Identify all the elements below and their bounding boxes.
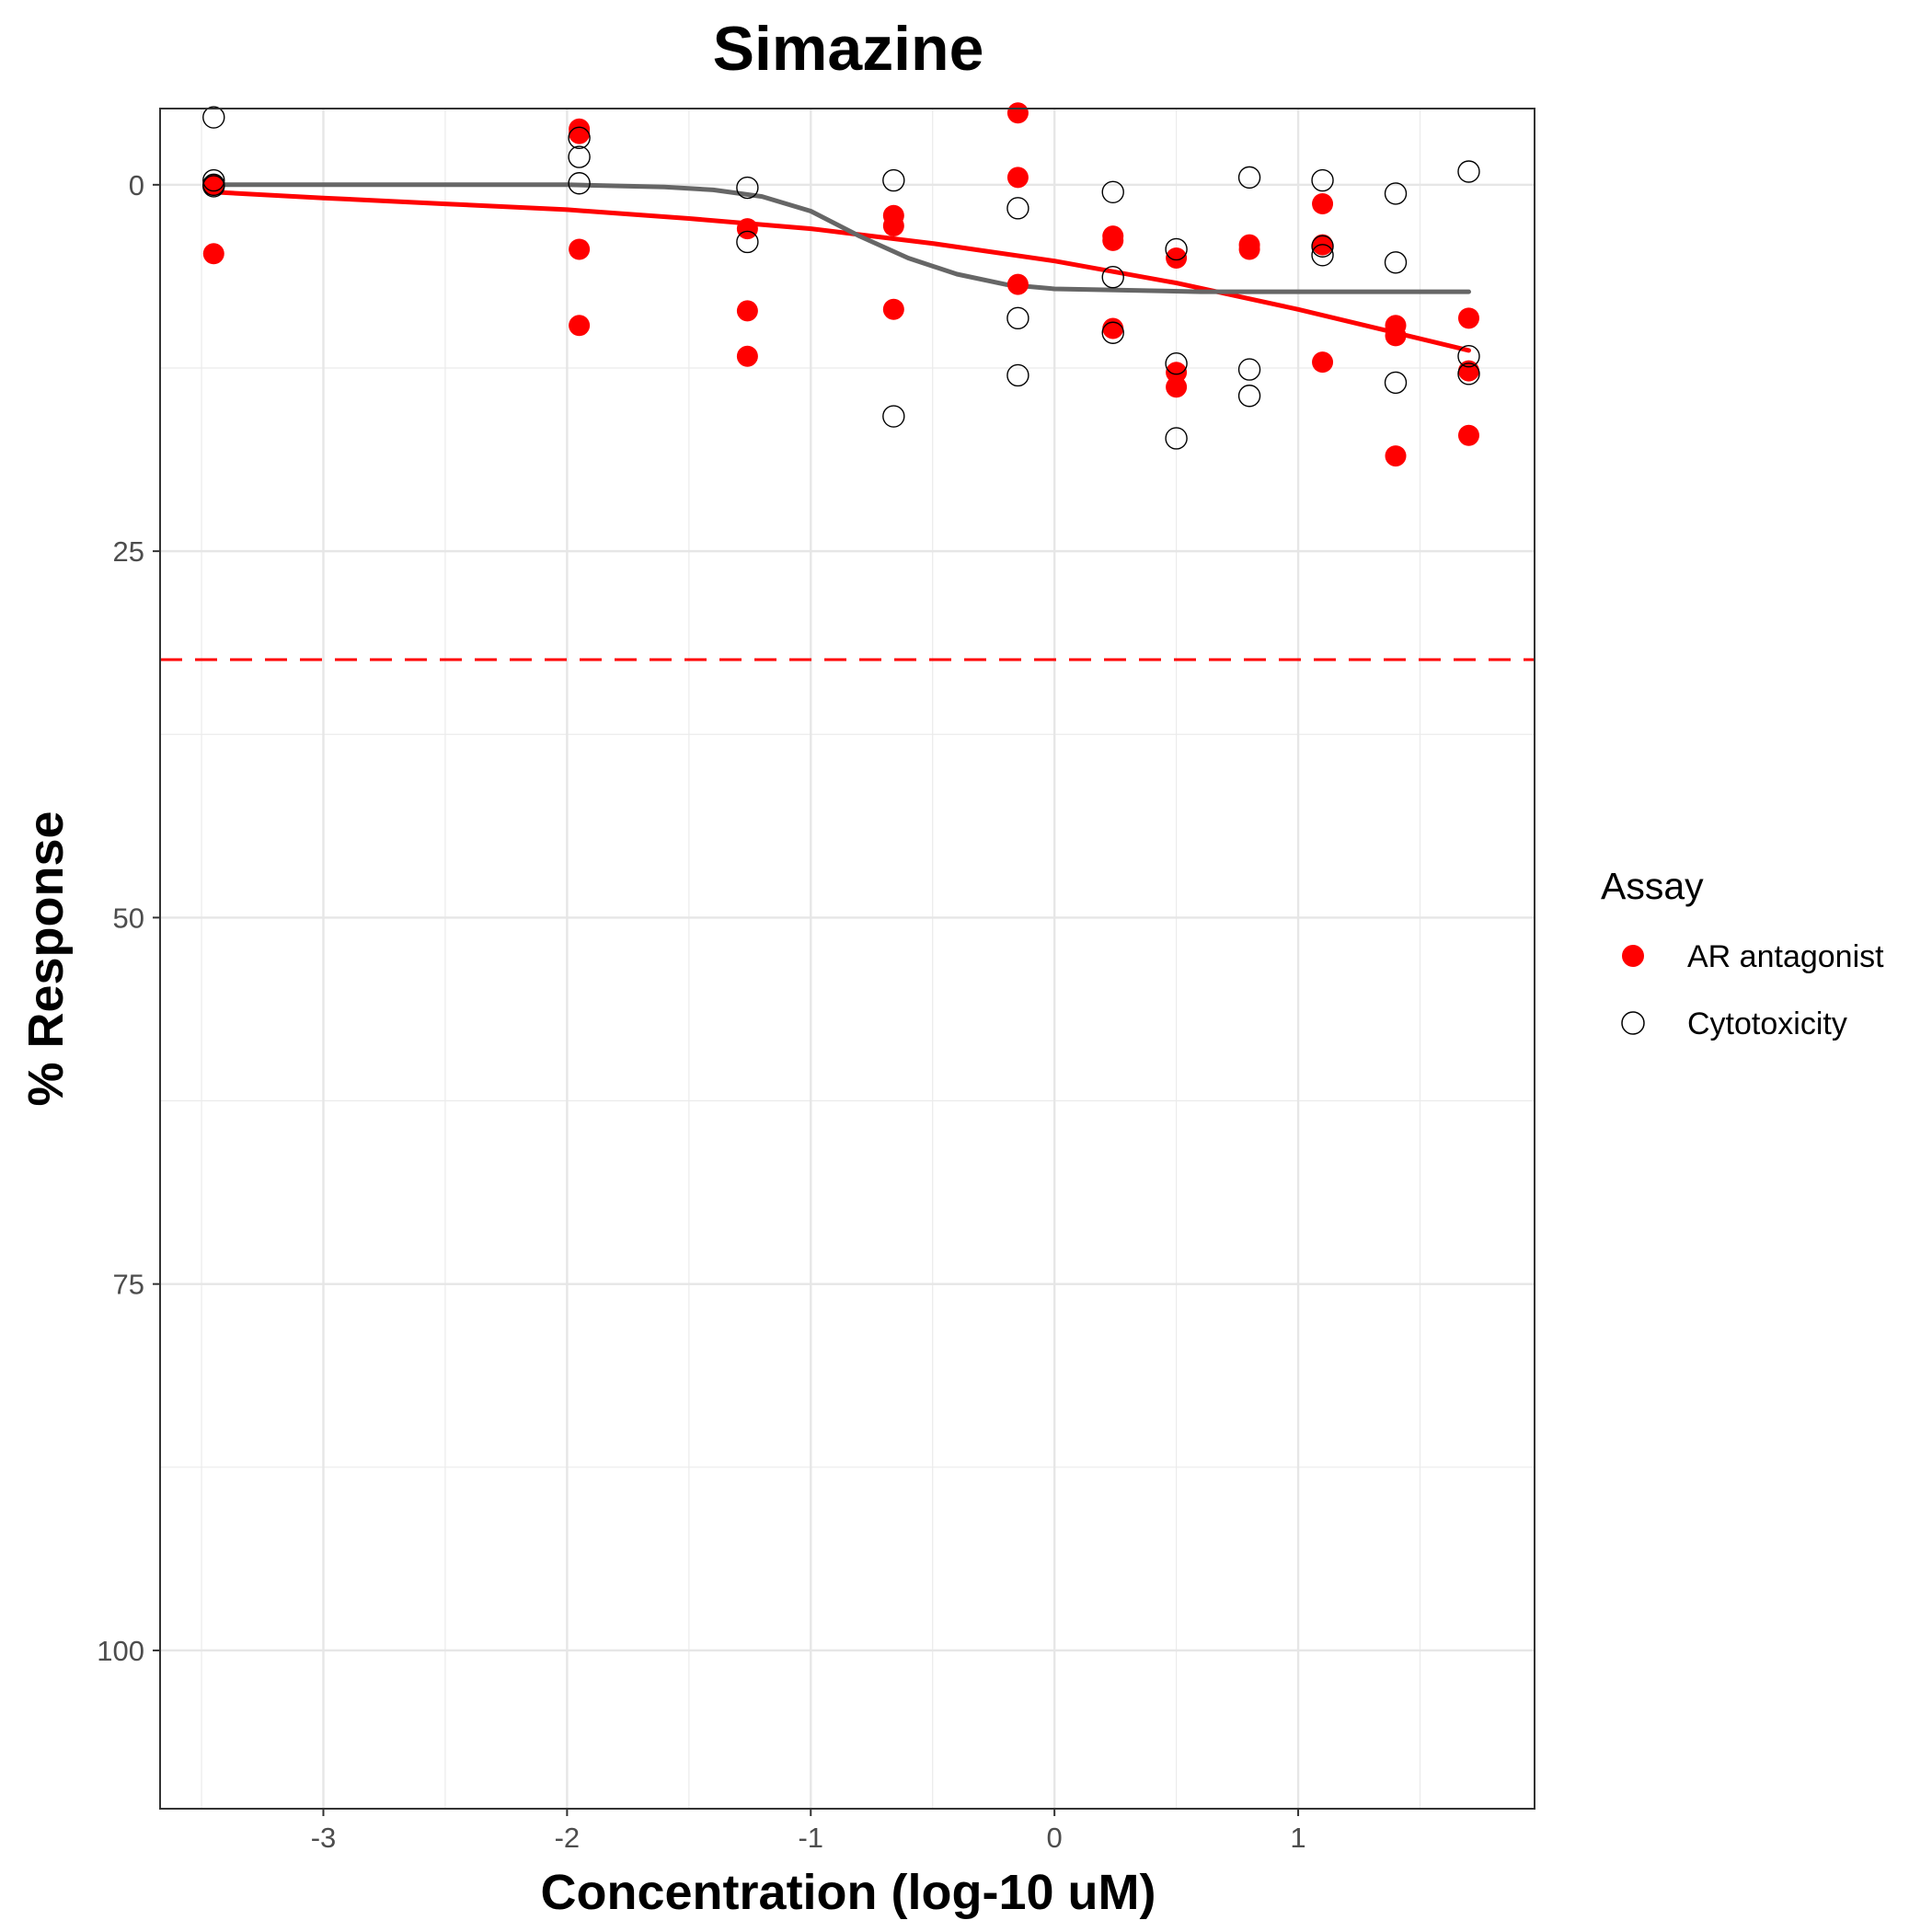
legend-title: Assay [1601,865,1704,907]
x-tick-label: -3 [311,1822,337,1854]
x-tick-label: 0 [1047,1822,1063,1854]
chart-title: Simazine [713,14,984,84]
legend: Assay AR antagonist Cytotoxicity [1601,865,1884,1041]
y-tick-label: 100 [97,1635,144,1667]
point-ar-antagonist [1006,273,1029,295]
point-ar-antagonist [736,300,758,322]
point-cytotoxicity [1457,362,1480,385]
point-cytotoxicity [736,176,759,200]
y-axis-ticks: 0 25 50 75 100 [97,169,160,1667]
legend-label-ar-antagonist: AR antagonist [1687,939,1884,974]
x-tick-label: 1 [1290,1822,1305,1854]
point-ar-antagonist [1457,424,1479,446]
point-cytotoxicity [1384,371,1408,395]
point-ar-antagonist [1166,247,1188,269]
point-ar-antagonist [1457,307,1479,329]
point-ar-antagonist [569,315,591,337]
point-cytotoxicity [1101,266,1124,289]
point-cytotoxicity [1311,235,1334,258]
data-points [202,102,1480,467]
y-tick-label: 25 [113,535,144,568]
legend-key-ar-antagonist [1622,945,1644,967]
point-cytotoxicity [1237,385,1261,408]
point-cytotoxicity [1165,352,1188,375]
fit-curves [211,182,1471,353]
point-cytotoxicity [1384,251,1408,274]
point-cytotoxicity [736,230,759,254]
point-cytotoxicity [1311,168,1334,192]
point-cytotoxicity [1165,237,1188,261]
point-ar-antagonist [1006,167,1029,189]
grid [160,109,1535,1809]
point-ar-antagonist [1312,351,1334,374]
point-ar-antagonist [882,298,904,320]
point-ar-antagonist [569,118,591,140]
point-cytotoxicity [202,175,225,198]
y-axis-title: % Response [18,811,74,1106]
plot-panel-border [159,108,1535,1810]
point-ar-antagonist [736,345,758,367]
legend-key-cytotoxicity [1621,1011,1645,1035]
point-cytotoxicity [1311,244,1334,267]
point-ar-antagonist [1166,376,1188,398]
point-cytotoxicity [1006,197,1029,220]
point-cytotoxicity [1101,321,1124,344]
point-cytotoxicity [1457,345,1480,368]
point-cytotoxicity [1237,166,1261,190]
point-ar-antagonist [882,214,904,236]
plot-panel [160,109,1535,1809]
point-cytotoxicity [1006,363,1029,387]
point-ar-antagonist [1385,325,1407,347]
point-cytotoxicity [202,106,225,129]
point-ar-antagonist [1102,229,1124,251]
x-tick-label: -2 [555,1822,581,1854]
point-ar-antagonist [569,238,591,260]
point-cytotoxicity [1457,160,1480,183]
point-ar-antagonist [1102,317,1124,339]
x-axis-ticks: -3 -2 -1 0 1 [311,1809,1306,1854]
x-tick-label: -1 [798,1822,823,1854]
point-ar-antagonist [1312,193,1334,215]
point-cytotoxicity [568,126,591,150]
point-ar-antagonist [1385,445,1407,467]
point-cytotoxicity [568,172,591,195]
fit-curve-cytotoxicity [211,182,1471,294]
point-cytotoxicity [568,145,591,168]
point-ar-antagonist [1006,102,1029,124]
fit-curve-ar-antagonist [211,190,1471,353]
point-cytotoxicity [1384,182,1408,205]
point-cytotoxicity [882,405,905,428]
point-ar-antagonist [1166,362,1188,384]
point-cytotoxicity [1006,306,1029,330]
point-cytotoxicity [1237,358,1261,381]
legend-label-cytotoxicity: Cytotoxicity [1687,1006,1847,1041]
point-cytotoxicity [1101,180,1124,204]
point-ar-antagonist [202,243,224,265]
x-axis-title: Concentration (log-10 uM) [541,1865,1156,1920]
point-cytotoxicity [882,168,905,192]
y-tick-label: 50 [113,902,144,934]
point-ar-antagonist [736,218,758,240]
y-tick-label: 75 [113,1269,144,1301]
point-cytotoxicity [1165,427,1188,450]
point-ar-antagonist [1238,238,1260,260]
point-cytotoxicity [202,168,225,192]
y-tick-label: 0 [129,169,144,201]
